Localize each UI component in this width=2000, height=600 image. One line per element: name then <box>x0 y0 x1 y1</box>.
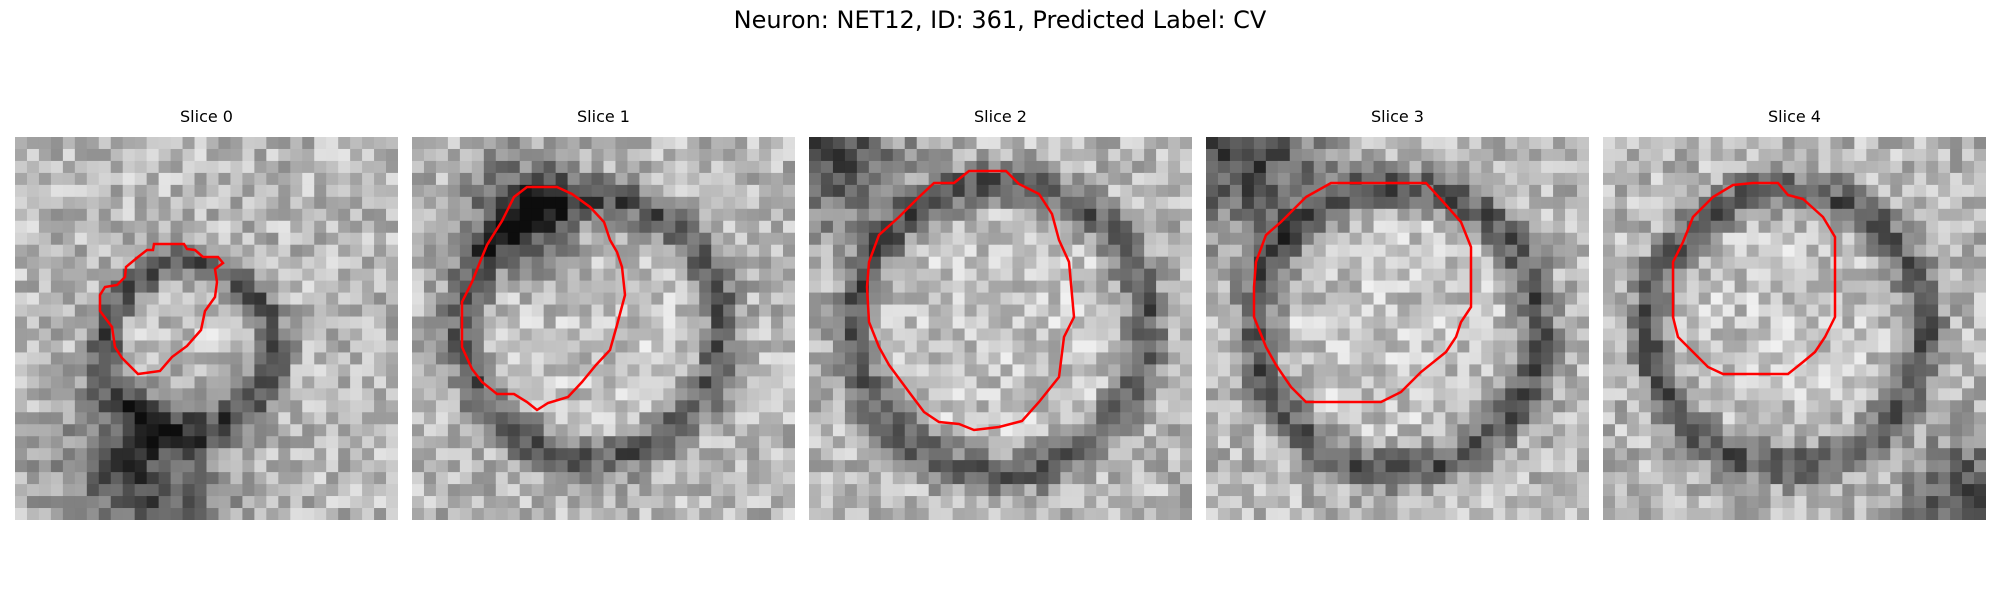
roi-contour <box>460 185 627 412</box>
slice-title: Slice 1 <box>577 107 630 126</box>
slice-panel-4: Slice 4 <box>1603 107 1986 520</box>
slice-image <box>412 137 795 520</box>
roi-contour <box>1252 181 1473 404</box>
slice-panel-0: Slice 0 <box>15 107 398 520</box>
slice-image <box>1603 137 1986 520</box>
pixel-grid <box>15 137 398 520</box>
slice-panel-2: Slice 2 <box>809 107 1192 520</box>
slice-image <box>1206 137 1589 520</box>
slice-title: Slice 0 <box>180 107 233 126</box>
slice-image <box>809 137 1192 520</box>
pixel-grid <box>1206 137 1589 520</box>
roi-contour <box>1671 181 1837 376</box>
slice-panel-3: Slice 3 <box>1206 107 1589 520</box>
slice-panel-1: Slice 1 <box>412 107 795 520</box>
slice-title: Slice 3 <box>1371 107 1424 126</box>
slice-title: Slice 4 <box>1768 107 1821 126</box>
slice-image <box>15 137 398 520</box>
roi-contour <box>98 242 225 376</box>
pixel-grid <box>809 137 1192 520</box>
pixel-grid <box>412 137 795 520</box>
figure-title: Neuron: NET12, ID: 361, Predicted Label:… <box>733 6 1267 34</box>
slice-title: Slice 2 <box>974 107 1027 126</box>
roi-contour <box>865 169 1076 432</box>
pixel-grid <box>1603 137 1986 520</box>
